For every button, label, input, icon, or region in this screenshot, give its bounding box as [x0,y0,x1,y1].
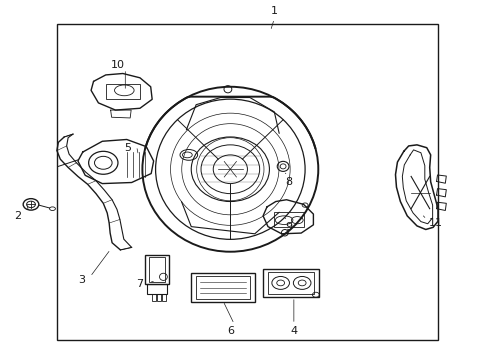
Text: 11: 11 [429,218,442,228]
Bar [152,294,156,301]
Bar [274,212,304,226]
Text: 2: 2 [14,211,22,221]
Bar [146,255,169,284]
Bar [147,284,167,294]
Text: 3: 3 [78,275,85,285]
Bar [263,269,319,297]
Text: 9: 9 [285,222,293,231]
Bar [149,257,165,282]
Bar [157,294,161,301]
Bar [106,84,140,99]
Text: 5: 5 [124,143,131,153]
Text: 7: 7 [136,279,144,289]
Text: 10: 10 [111,60,125,70]
Text: 8: 8 [285,177,293,187]
Bar [191,273,255,302]
Bar [162,294,166,301]
Bar [268,272,315,294]
Text: 6: 6 [227,325,234,336]
Text: 4: 4 [290,325,297,336]
Bar [57,24,438,339]
Bar [196,276,250,299]
Text: 1: 1 [271,6,278,17]
